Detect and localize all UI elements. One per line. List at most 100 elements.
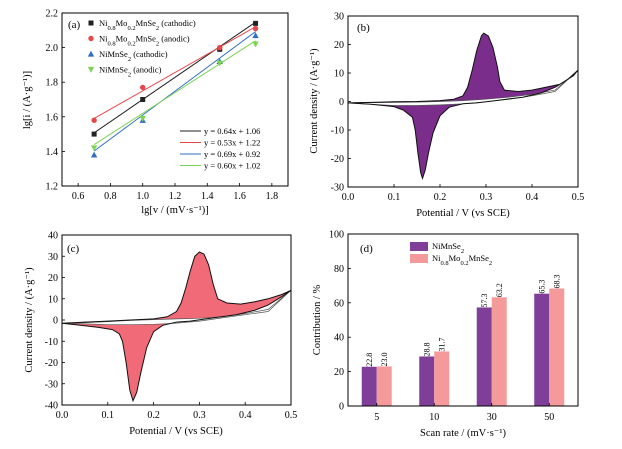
legend-entry: Ni0.8Mo0.2MnSe2 (anodic)	[99, 34, 190, 48]
bar-value-label: 23.0	[380, 352, 389, 366]
y-tick-label: 20	[48, 273, 58, 284]
panel-a-data-points	[90, 20, 259, 158]
panel-c-yticks: -40 -30 -20 -10 0 10 20 30 40	[45, 231, 65, 412]
bar-value-label: 63.2	[495, 283, 504, 297]
panel-a-xticks: 0.6 0.8 1.0 1.2 1.4 1.6 1.8	[72, 183, 278, 202]
legend-swatch	[410, 242, 428, 251]
x-tick-label: 0.4	[526, 192, 539, 203]
legend-entry: NiMnSe2 (anodic)	[99, 65, 162, 79]
y-tick-label: 2.2	[46, 9, 59, 20]
data-point	[252, 25, 259, 32]
panel-c: (c) 0.0 0.1 0.2 0.3 0.4 0.5 -40 -30 -20 -10 0 10 20…	[24, 231, 297, 438]
panel-d-ylabel: Contribution / %	[312, 284, 323, 355]
y-tick-label: 2.0	[46, 43, 59, 54]
bar	[376, 366, 392, 406]
x-tick-label: 0.2	[434, 192, 447, 203]
y-tick-label: 20	[334, 40, 344, 51]
y-tick-label: -40	[45, 401, 58, 412]
fit-line	[93, 21, 256, 134]
y-tick-label: -30	[45, 379, 58, 390]
cv-curve	[347, 32, 579, 181]
y-tick-label: 0	[339, 97, 344, 108]
panel-d-label: (d)	[360, 243, 373, 255]
x-tick-label: 0.1	[388, 192, 401, 203]
bar-value-label: 68.3	[553, 275, 562, 289]
y-tick-label: 60	[334, 298, 344, 309]
x-tick-label: 1.8	[266, 191, 279, 202]
y-tick-label: -20	[331, 154, 344, 165]
panel-d-yticks: 0 20 40 60 80 100	[329, 230, 351, 413]
y-tick-label: 1.4	[46, 147, 59, 158]
x-tick-label: 30	[487, 412, 497, 423]
panel-b-yticks: -30 -20 -10 0 10 20 30	[331, 12, 351, 194]
panel-a-fit-lines	[93, 21, 256, 152]
data-point	[140, 97, 146, 102]
x-tick-label: 50	[544, 412, 554, 423]
panel-d-frame	[347, 233, 579, 407]
fit-equation: y = 0.64x + 1.06	[204, 126, 260, 136]
bar	[361, 366, 377, 406]
y-tick-label: 30	[334, 12, 344, 23]
y-tick-label: 40	[48, 231, 58, 242]
y-tick-label: 1.8	[46, 78, 59, 89]
legend-swatch	[410, 254, 428, 263]
x-tick-label: 5	[374, 412, 379, 423]
panel-c-xlabel: Potential / V (vs SCE)	[129, 426, 223, 437]
x-tick-label: 10	[429, 412, 439, 423]
y-tick-label: 40	[334, 333, 344, 344]
data-point	[90, 145, 98, 152]
panel-d-xticks: 5 10 30 50	[374, 403, 554, 423]
bar-value-label: 65.3	[538, 280, 547, 294]
legend-entry: NiMnSe2	[432, 241, 464, 255]
panel-b-cv-curves	[347, 32, 579, 181]
bar	[491, 297, 507, 406]
legend-marker	[88, 20, 94, 26]
x-tick-label: 0.5	[285, 410, 298, 421]
x-tick-label: 1.6	[233, 191, 246, 202]
y-tick-label: 1.6	[46, 112, 59, 123]
data-point	[217, 44, 223, 51]
data-point	[252, 32, 259, 39]
y-tick-label: 80	[334, 264, 344, 275]
data-point	[139, 115, 146, 122]
diffusion-region	[62, 252, 291, 401]
legend-marker	[87, 66, 95, 73]
bar	[476, 307, 492, 406]
x-tick-label: 0.1	[102, 410, 115, 421]
panel-a-legend: Ni0.8Mo0.2MnSe2 (cathodic) Ni0.8Mo0.2MnSe…	[87, 18, 196, 79]
panel-b-xlabel: Potential / V (vs SCE)	[416, 208, 510, 219]
panel-a-label: (a)	[68, 19, 81, 31]
panel-a-yticks: 1.2 1.4 1.6 1.8 2.0 2.2	[46, 9, 65, 193]
y-tick-label: 10	[48, 294, 58, 305]
x-tick-label: 0.0	[56, 410, 69, 421]
panel-c-label: (c)	[67, 243, 80, 255]
bar	[434, 351, 450, 406]
data-point	[216, 60, 223, 67]
x-tick-label: 0.3	[193, 410, 206, 421]
panel-b-frame	[347, 15, 579, 188]
fit-line	[93, 26, 256, 119]
x-tick-label: 0.4	[239, 410, 252, 421]
panel-a: (a) 0.6 0.8 1.0 1.2 1.4 1.6 1.8 1.2 1.4 1.6 1.8 2.…	[22, 9, 289, 216]
panel-a-fit-legend: y = 0.64x + 1.06 y = 0.53x + 1.22y = 0.69…	[180, 126, 260, 171]
y-tick-label: 0	[53, 316, 58, 327]
panel-c-ylabel: Current density / (A·g⁻¹)	[24, 267, 35, 373]
panel-a-xlabel: lg[v / (mV·s⁻¹)]	[141, 205, 209, 216]
legend-marker	[87, 50, 95, 57]
panel-c-xticks: 0.0 0.1 0.2 0.3 0.4 0.5	[56, 402, 298, 421]
data-point	[140, 84, 146, 91]
fit-line	[93, 40, 256, 146]
y-tick-label: -30	[331, 183, 344, 194]
y-tick-label: 10	[334, 69, 344, 80]
panel-a-ylabel: lg[i / (A·g⁻¹)]	[22, 71, 33, 129]
legend-entry: Ni0.8Mo0.2MnSe2 (cathodic)	[99, 18, 196, 32]
y-tick-label: 30	[48, 252, 58, 263]
fit-equation: y = 0.60x + 1.02	[204, 161, 260, 171]
y-tick-label: 0	[339, 402, 344, 413]
bar	[549, 288, 565, 406]
legend-entry: NiMnSe2 (cathodic)	[99, 49, 168, 63]
y-tick-label: -20	[45, 358, 58, 369]
panel-b-ylabel: Current density / (A·g⁻¹)	[309, 48, 320, 154]
panel-d-data-labels: 22.8 23.0 28.8 31.7 57.3 63.2 65.3 68.3	[365, 275, 562, 367]
